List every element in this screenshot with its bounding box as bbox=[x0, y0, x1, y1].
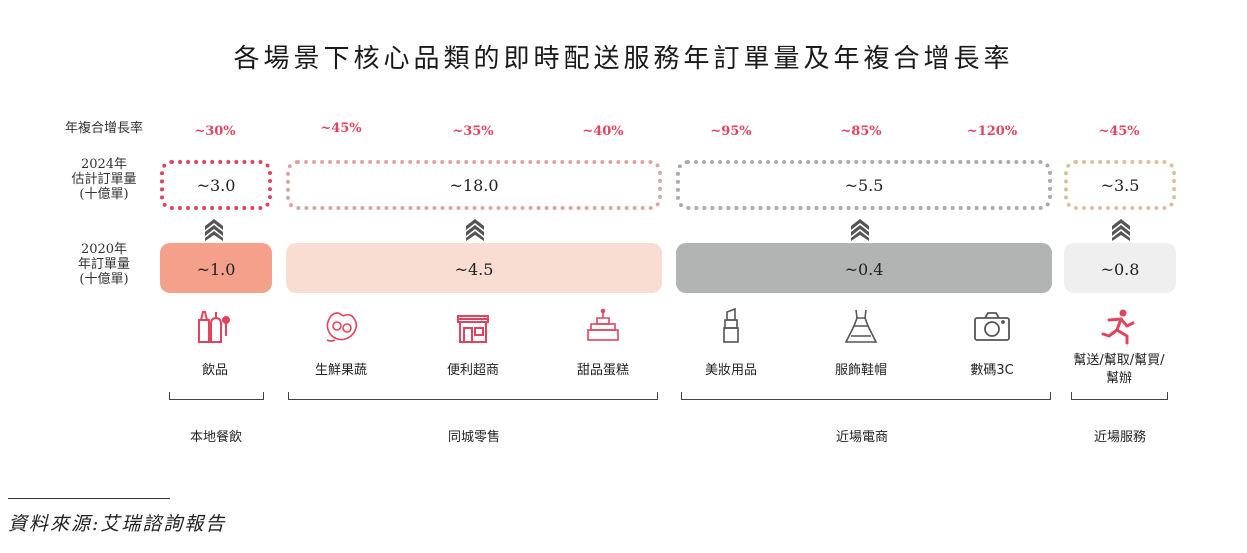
cagr-value: ~45% bbox=[320, 121, 362, 136]
group-label: 近場服務 bbox=[1093, 430, 1146, 445]
category-label: 便利超商 bbox=[446, 363, 499, 378]
estimate-2024-box bbox=[1064, 160, 1176, 210]
orders-2020-value: ~0.4 bbox=[844, 260, 884, 279]
group-bracket bbox=[288, 392, 658, 400]
cake-icon bbox=[587, 308, 619, 341]
estimate-2024-value: ~3.5 bbox=[1100, 176, 1140, 195]
group-bracket bbox=[1071, 392, 1168, 400]
group-label: 本地餐飲 bbox=[189, 430, 242, 445]
source-divider bbox=[8, 498, 170, 499]
camera-icon bbox=[974, 312, 1010, 341]
estimate-2024-box bbox=[286, 160, 662, 210]
chevron-up-icon bbox=[466, 219, 484, 241]
group-bracket bbox=[169, 392, 264, 400]
orders-2020-value: ~4.5 bbox=[454, 260, 494, 279]
orders-2020-row-label: 2020年 年訂單量 (十億單) bbox=[77, 242, 130, 287]
chevron-up-icon bbox=[205, 219, 223, 241]
category-label: 美妝用品 bbox=[704, 363, 757, 378]
cagr-value: ~35% bbox=[452, 124, 494, 139]
lipstick-icon bbox=[723, 307, 739, 343]
source-note: 資料來源:艾瑞諮詢報告 bbox=[8, 513, 227, 535]
category-label: 數碼3C bbox=[970, 363, 1014, 378]
cagr-value: ~85% bbox=[840, 124, 882, 139]
estimate-2024-box bbox=[676, 160, 1052, 210]
orders-2020-value: ~1.0 bbox=[196, 260, 236, 279]
cagr-value: ~95% bbox=[710, 124, 752, 139]
drinks-icon bbox=[198, 311, 230, 343]
cagr-value: ~40% bbox=[582, 124, 624, 139]
cagr-value: ~45% bbox=[1098, 124, 1140, 139]
cagr-value: ~30% bbox=[194, 124, 236, 139]
orders-2020-bar bbox=[160, 243, 272, 293]
group-bracket bbox=[681, 392, 1051, 400]
chevron-up-icon bbox=[1112, 219, 1130, 241]
cagr-value: ~120% bbox=[966, 124, 1018, 139]
group-label: 同城零售 bbox=[447, 430, 500, 445]
orders-2024-row-label: 2024年 估計訂單量 (十億單) bbox=[71, 157, 137, 202]
estimate-2024-value: ~18.0 bbox=[449, 176, 499, 195]
category-label: 生鮮果蔬 bbox=[314, 363, 367, 378]
group-label: 近場電商 bbox=[835, 430, 888, 445]
orders-2020-value: ~0.8 bbox=[1100, 260, 1140, 279]
dress-icon bbox=[844, 309, 878, 343]
category-label: 飲品 bbox=[201, 363, 228, 378]
chevron-up-icon bbox=[851, 219, 869, 241]
orders-2020-bar bbox=[1064, 243, 1176, 293]
estimate-2024-value: ~3.0 bbox=[196, 176, 236, 195]
estimate-2024-box bbox=[160, 160, 272, 210]
convenience-store-icon bbox=[457, 315, 489, 343]
orders-2020-bar bbox=[286, 243, 662, 293]
estimate-2024-value: ~5.5 bbox=[844, 176, 884, 195]
fresh-produce-icon bbox=[326, 312, 358, 342]
orders-2020-bar bbox=[676, 243, 1052, 293]
category-label: 服飾鞋帽 bbox=[834, 363, 887, 378]
category-label: 甜品蛋糕 bbox=[576, 363, 629, 378]
cagr-row-label: 年複合增長率 bbox=[64, 121, 143, 136]
category-label: 幫送/幫取/幫買/幫辦 bbox=[1073, 353, 1165, 386]
diagram-title: 各場景下核心品類的即時配送服務年訂單量及年複合增長率 bbox=[233, 44, 1014, 74]
runner-icon bbox=[1101, 309, 1135, 345]
